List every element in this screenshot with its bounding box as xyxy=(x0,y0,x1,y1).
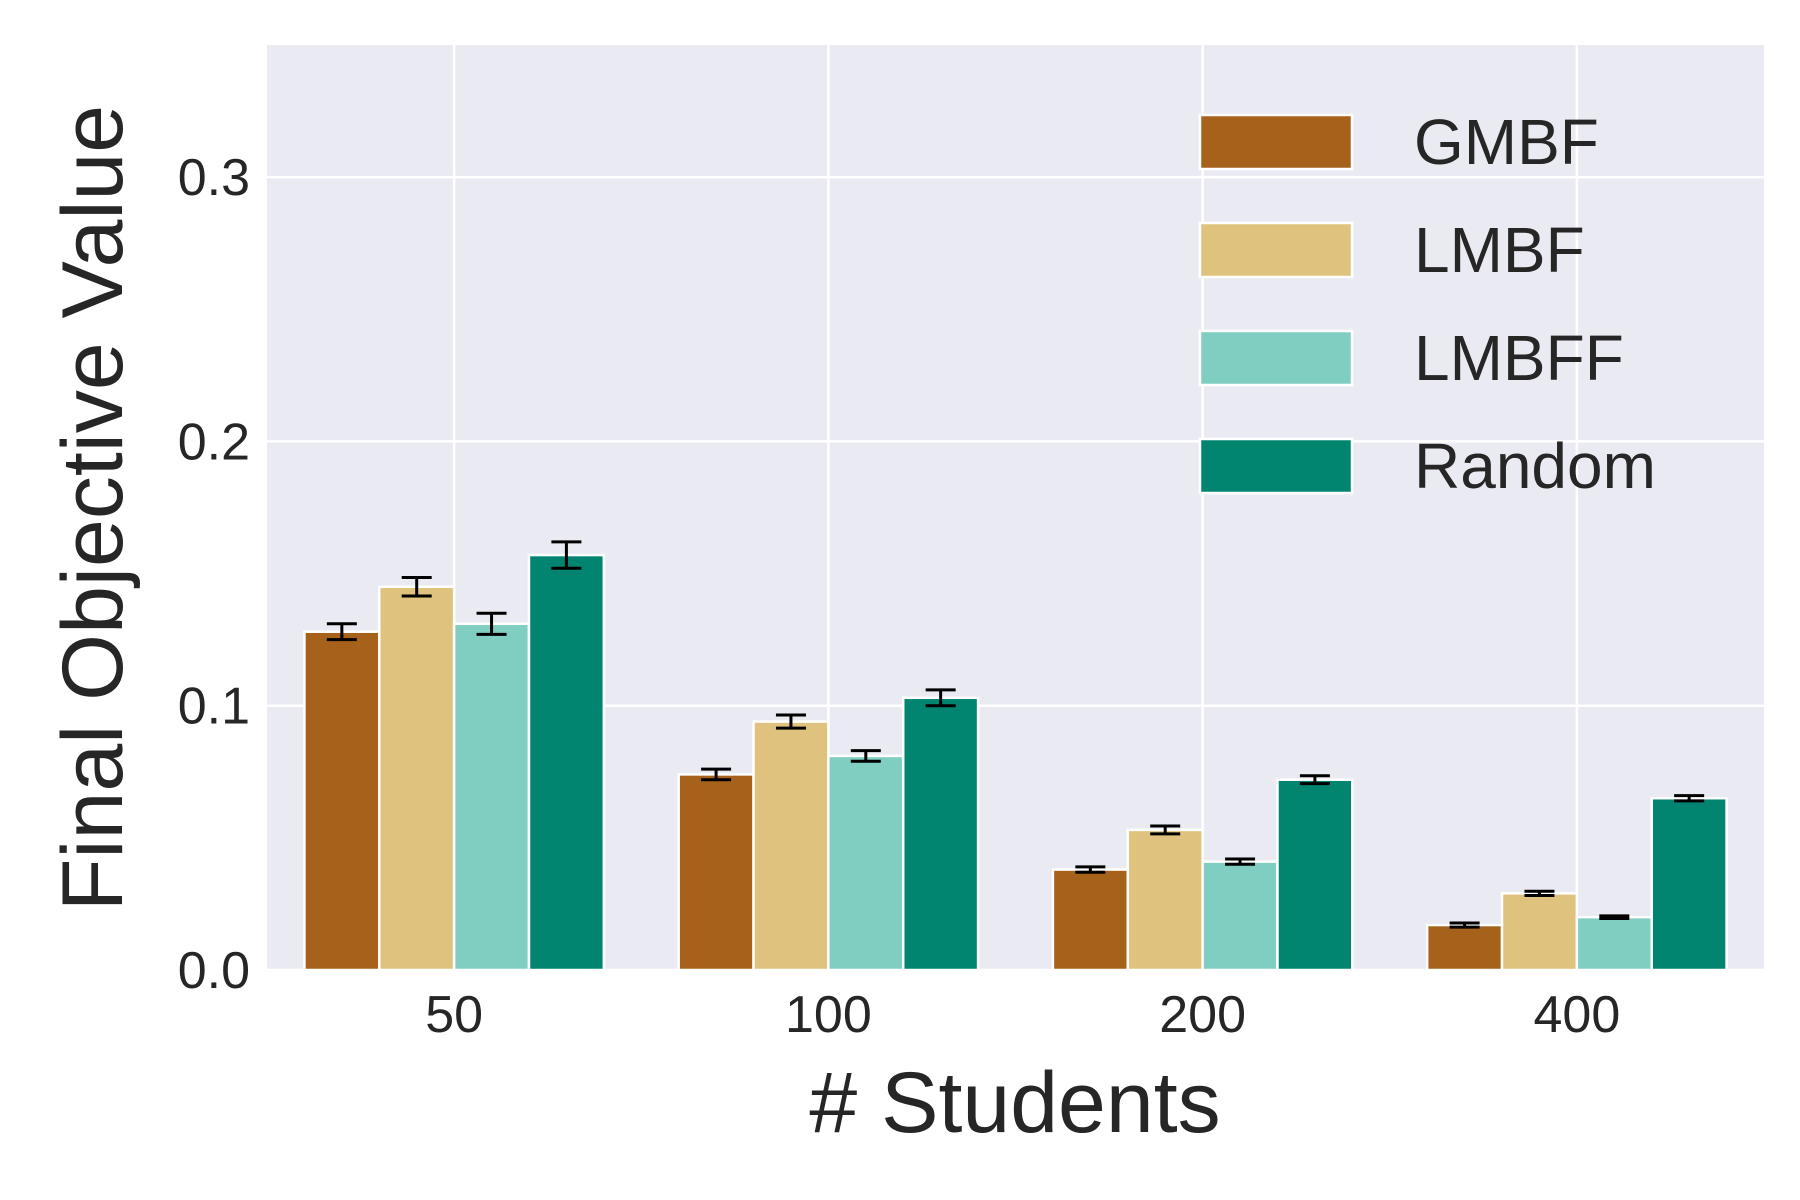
legend-swatch xyxy=(1198,221,1354,279)
bar-random-200 xyxy=(1276,778,1354,972)
bar-random-50 xyxy=(527,553,606,972)
error-bar-gmbf-200 xyxy=(1075,865,1106,874)
legend-label: LMBF xyxy=(1414,214,1585,286)
error-bar-random-100 xyxy=(925,688,956,708)
legend-swatch xyxy=(1198,113,1354,171)
legend-item-random: Random xyxy=(1198,430,1656,502)
error-bar-lmbff-400 xyxy=(1599,914,1630,920)
y-tick-label: 0.2 xyxy=(178,413,250,471)
bar-lmbf-400 xyxy=(1500,892,1579,972)
legend-label: Random xyxy=(1414,430,1656,502)
legend-item-lmbff: LMBFF xyxy=(1198,322,1624,394)
error-bar-gmbf-100 xyxy=(701,767,732,782)
error-bar-lmbf-100 xyxy=(775,713,806,730)
error-bar-random-50 xyxy=(551,540,582,570)
bar-lmbff-200 xyxy=(1201,860,1279,972)
y-axis-title: Final Objective Value xyxy=(45,105,141,911)
bar-random-400 xyxy=(1650,796,1728,972)
x-tick-label: 100 xyxy=(785,986,872,1044)
error-bar-lmbf-400 xyxy=(1524,889,1555,897)
x-tick-label: 400 xyxy=(1533,986,1620,1044)
legend-swatch xyxy=(1198,329,1354,387)
y-tick-labels: 0.0 0.1 0.2 0.3 xyxy=(178,149,250,1000)
y-tick-label: 0.0 xyxy=(178,942,250,1000)
error-bar-lmbf-50 xyxy=(401,576,432,598)
error-bar-lmbf-200 xyxy=(1150,824,1181,836)
legend-label: GMBF xyxy=(1414,106,1599,178)
error-bar-lmbff-200 xyxy=(1225,857,1256,866)
error-bar-random-400 xyxy=(1674,794,1705,803)
bar-lmbff-400 xyxy=(1575,915,1653,972)
bar-gmbf-400 xyxy=(1425,923,1504,972)
x-axis-title: # Students xyxy=(809,1055,1220,1151)
x-tick-labels: 50 100 200 400 xyxy=(425,986,1620,1044)
error-bars xyxy=(326,540,1705,929)
legend-swatch xyxy=(1198,437,1354,495)
legend-label: LMBFF xyxy=(1414,322,1624,394)
bars xyxy=(303,553,1728,972)
bar-lmbf-200 xyxy=(1126,828,1204,972)
legend-item-lmbf: LMBF xyxy=(1198,214,1585,286)
x-tick-label: 50 xyxy=(425,986,483,1044)
error-bar-lmbff-50 xyxy=(476,611,507,636)
error-bar-gmbf-50 xyxy=(326,622,357,642)
bar-lmbf-50 xyxy=(378,585,456,972)
bar-lmbf-100 xyxy=(752,720,830,972)
x-tick-label: 200 xyxy=(1159,986,1246,1044)
error-bar-lmbff-100 xyxy=(850,749,881,763)
bar-gmbf-200 xyxy=(1051,868,1130,972)
bar-gmbf-100 xyxy=(677,773,755,972)
bar-random-100 xyxy=(901,696,980,972)
bar-lmbff-100 xyxy=(827,754,905,972)
legend-item-gmbf: GMBF xyxy=(1198,106,1599,178)
y-tick-label: 0.1 xyxy=(178,678,250,736)
error-bar-random-200 xyxy=(1299,774,1330,786)
bar-lmbff-50 xyxy=(452,622,531,972)
legend: GMBF LMBF LMBFF Random xyxy=(1198,106,1656,502)
bar-gmbf-50 xyxy=(303,630,381,972)
error-bar-gmbf-400 xyxy=(1449,921,1480,929)
y-tick-label: 0.3 xyxy=(178,149,250,207)
